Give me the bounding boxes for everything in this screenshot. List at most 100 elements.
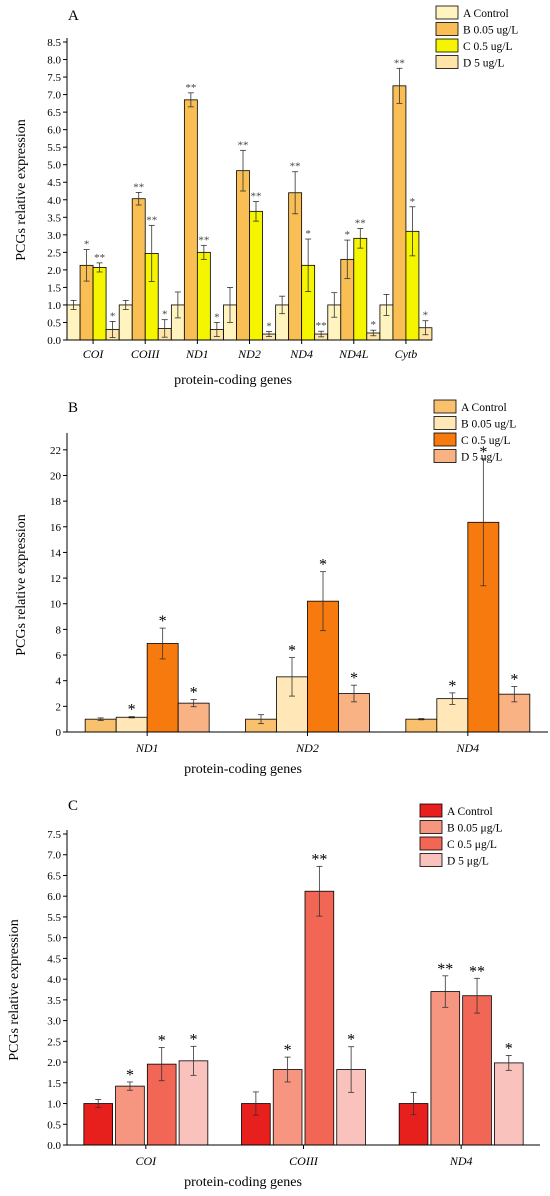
significance-label: ** [198,234,209,246]
y-tick-label: 10 [50,599,62,611]
bar-nd4-a [405,718,438,733]
x-axis-title: protein-coding genes [184,1175,302,1190]
legend: A Control B 0.05 μg/L C 0.5 μg/L D 5 μg/L [419,803,503,868]
significance-label: ** [469,963,485,980]
chart-panel-b: B 0 2 4 6 8 10 12 14 16 18 20 22 * * * ND1 * * * ND2 * * * ND4 pr… [14,399,548,777]
legend-swatch [419,836,443,851]
y-axis-title: PCGs relative expression [14,514,29,656]
significance-label: * [448,678,456,695]
y-tick-label: 7.0 [47,90,61,102]
legend-swatch [435,38,459,53]
y-tick-label: 16 [50,522,62,534]
y-tick-label: 6.5 [47,870,61,882]
y-tick-label: 4.0 [47,195,61,207]
legend-label: D 5 ug/L [461,452,503,464]
y-tick-label: 8 [56,624,62,636]
significance-label: ** [133,181,144,193]
y-tick-label: 4 [56,676,62,688]
significance-label: * [126,1067,134,1084]
legend-label: A Control [461,402,507,414]
y-tick-label: 20 [50,470,62,482]
category-label: ND1 [185,347,209,361]
legend-label: D 5 ug/L [463,58,505,70]
y-tick-label: 5.0 [47,160,61,172]
y-tick-label: 3.0 [47,1016,61,1028]
significance-label: ** [437,961,453,978]
significance-label: * [110,310,116,322]
y-tick-label: 3.5 [47,995,61,1007]
legend-label: B 0.05 μg/L [447,823,503,835]
bar-nd1-c [196,251,211,341]
y-tick-label: 6.0 [47,125,61,137]
y-tick-label: 22 [50,445,61,457]
bar-coi-a [66,304,81,341]
bar-coi-b [115,1085,145,1146]
y-tick-label: 2 [56,701,62,713]
bar-nd4-c [462,995,492,1146]
significance-label: ** [146,214,157,226]
y-tick-label: 0.0 [47,1140,61,1152]
significance-label: * [190,685,198,702]
significance-label: * [319,557,327,574]
y-tick-label: 4.5 [47,953,61,965]
bar-nd2-c [249,210,263,341]
chart-panel-a: A 0.0 0.5 1.0 1.5 2.0 2.5 3.0 3.5 4.0 4.5 5.0 5.5 6.0… [14,5,518,388]
significance-label: * [347,1032,355,1049]
significance-label: * [159,613,167,630]
bar-nd4-b [430,991,461,1146]
y-tick-label: 1.0 [47,1099,61,1111]
bar-nd4-b [288,192,303,341]
significance-label: ** [311,851,327,868]
y-tick-label: 4.5 [47,177,61,189]
significance-label: * [288,643,296,660]
category-label: ND1 [135,741,159,755]
category-label: ND4L [338,347,369,361]
significance-label: ** [238,139,249,151]
legend-label: C 0.5 ug/L [461,435,511,447]
significance-label: * [350,670,358,687]
significance-label: ** [290,161,301,173]
bar-nd4-d [494,1062,524,1146]
legend-label: B 0.05 ug/L [463,25,518,37]
bar-nd1-b [115,716,148,733]
bar-coiii-c [304,890,335,1146]
significance-label: * [158,1033,166,1050]
y-tick-label: 4.0 [47,974,61,986]
significance-label: * [423,310,429,322]
y-tick-label: 1.0 [47,300,61,312]
panel-label: B [68,400,78,416]
y-tick-label: 3.5 [47,212,61,224]
category-label: Cytb [395,347,418,361]
legend-swatch [433,449,457,463]
category-label: COIII [289,1154,319,1168]
legend-swatch [419,803,443,818]
category-label: ND2 [237,347,261,361]
legend-swatch [419,820,443,834]
y-tick-label: 18 [50,496,62,508]
legend-label: C 0.5 ug/L [463,41,513,53]
y-tick-label: 8.5 [47,37,61,49]
legend-swatch [419,853,443,867]
x-axis-title: protein-coding genes [174,373,292,388]
category-label: ND4 [455,741,479,755]
chart-panel-c: C 0.0 0.5 1.0 1.5 2.0 2.5 3.0 3.5 4.0 4.5 5.0 5.5 6.0… [7,798,540,1190]
significance-label: ** [394,57,405,69]
y-tick-label: 2.0 [47,265,61,277]
y-tick-label: 5.0 [47,933,61,945]
significance-label: * [305,228,311,240]
significance-label: ** [316,320,327,332]
y-tick-label: 8.0 [47,55,61,67]
y-tick-label: 12 [50,573,61,585]
y-tick-label: 0 [56,727,62,739]
y-tick-label: 6 [56,650,62,662]
legend-swatch [433,399,457,414]
y-tick-label: 0.5 [47,1119,61,1131]
y-tick-label: 7.0 [47,850,61,862]
legend-label: B 0.05 ug/L [461,419,516,431]
category-label: ND4 [449,1154,473,1168]
y-tick-label: 6.0 [47,891,61,903]
significance-label: * [284,1042,292,1059]
category-label: COI [135,1154,157,1168]
legend-label: D 5 μg/L [447,856,489,868]
category-label: COIII [131,347,161,361]
